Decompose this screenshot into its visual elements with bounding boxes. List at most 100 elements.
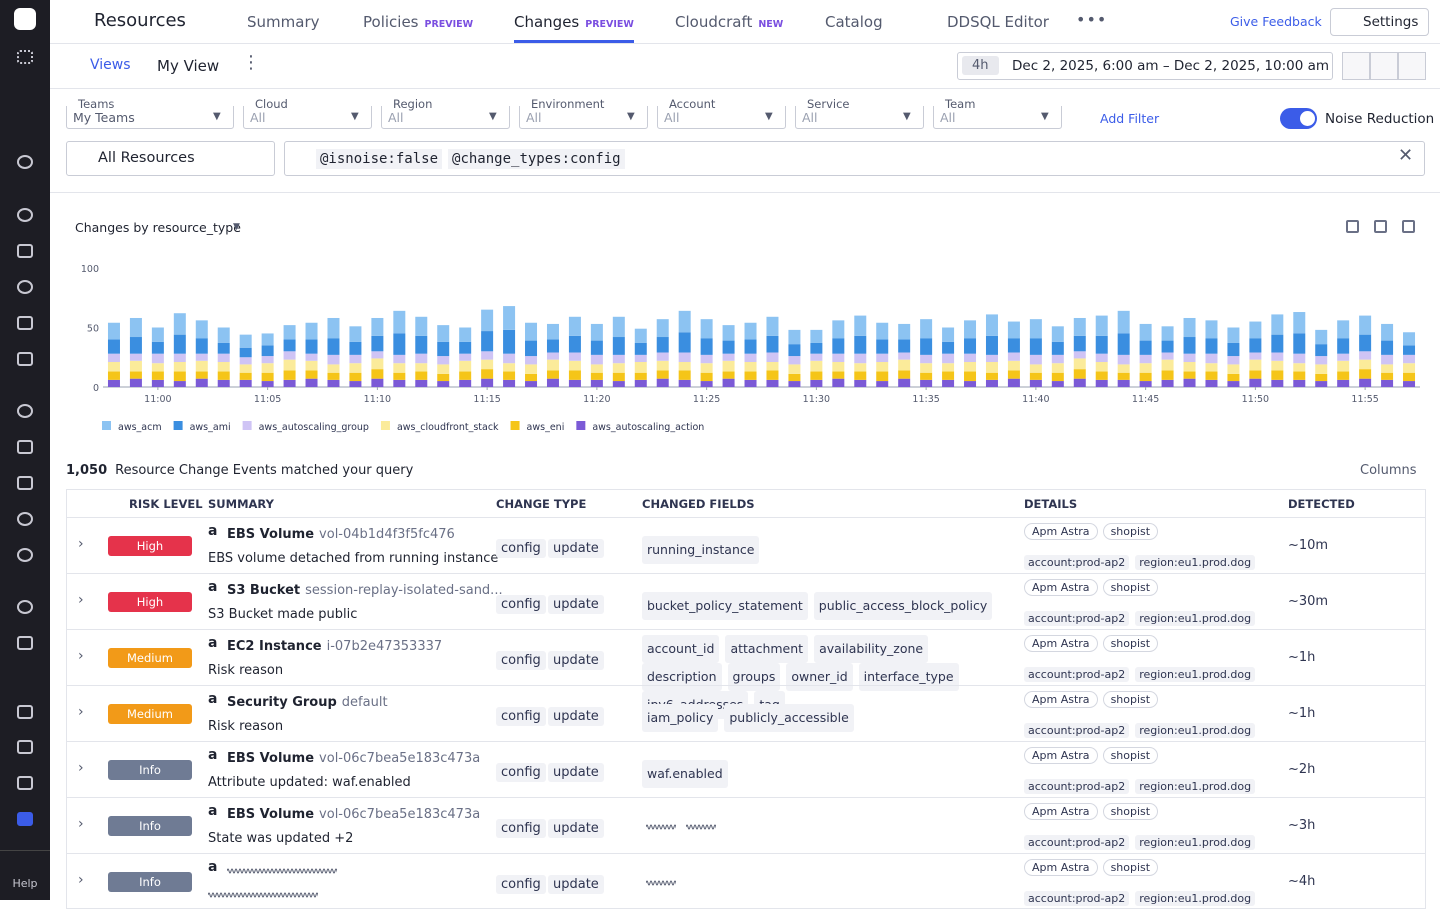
bar-segment[interactable] <box>985 335 998 355</box>
bar-segment[interactable] <box>503 306 516 330</box>
bar-segment[interactable] <box>964 353 977 363</box>
bar-segment[interactable] <box>920 338 933 355</box>
bar-segment[interactable] <box>217 327 230 343</box>
bar-segment[interactable] <box>678 362 691 371</box>
logo[interactable] <box>14 8 36 30</box>
bar-segment[interactable] <box>656 319 669 338</box>
bar-segment[interactable] <box>1227 327 1240 343</box>
table-row[interactable]: › High a EBS Volume vol-04b1d4f3f5fc476 EBS v… <box>66 517 1426 573</box>
bar-segment[interactable] <box>722 325 735 341</box>
bar-segment[interactable] <box>261 381 274 387</box>
bar-segment[interactable] <box>239 347 252 358</box>
bar-segment[interactable] <box>1359 369 1372 379</box>
bar-segment[interactable] <box>634 362 647 373</box>
meta-tag[interactable]: account:prod-ap2 <box>1024 891 1130 906</box>
bar-segment[interactable] <box>217 353 230 363</box>
tag-pill[interactable]: Apm Astra <box>1024 691 1098 708</box>
bar-segment[interactable] <box>700 338 713 355</box>
bar-segment[interactable] <box>810 371 823 380</box>
bar-segment[interactable] <box>744 339 757 354</box>
bar-segment[interactable] <box>854 371 867 380</box>
bar-segment[interactable] <box>1073 317 1086 336</box>
bar-segment[interactable] <box>107 371 120 380</box>
bar-segment[interactable] <box>612 372 625 382</box>
bar-segment[interactable] <box>634 372 647 380</box>
bar-segment[interactable] <box>107 353 120 363</box>
bar-segment[interactable] <box>107 379 120 387</box>
bar-segment[interactable] <box>1359 351 1372 360</box>
expand-icon[interactable] <box>1346 220 1359 233</box>
tag-pill[interactable]: shopist <box>1102 691 1159 708</box>
bar-segment[interactable] <box>788 344 801 357</box>
more-menu[interactable]: ••• <box>1076 10 1108 29</box>
bar-segment[interactable] <box>393 310 406 334</box>
forward-button[interactable] <box>1398 52 1426 80</box>
time-picker[interactable]: 4h Dec 2, 2025, 6:00 am – Dec 2, 2025, 10… <box>957 52 1333 80</box>
nav-tab[interactable]: DDSQL Editor <box>947 13 1049 31</box>
bar-segment[interactable] <box>1007 321 1020 339</box>
bar-segment[interactable] <box>327 379 340 387</box>
bar-segment[interactable] <box>525 381 538 387</box>
bar-segment[interactable] <box>349 326 362 342</box>
bar-segment[interactable] <box>854 353 867 364</box>
bar-segment[interactable] <box>744 353 757 363</box>
bar-segment[interactable] <box>459 360 472 372</box>
brand[interactable]: Resources <box>94 10 186 31</box>
bar-segment[interactable] <box>503 329 516 354</box>
bar-segment[interactable] <box>525 373 538 382</box>
bar-segment[interactable] <box>898 323 911 340</box>
bar-segment[interactable] <box>129 378 142 387</box>
bar-segment[interactable] <box>371 358 384 370</box>
bar-segment[interactable] <box>327 317 340 339</box>
bar-segment[interactable] <box>1117 333 1130 355</box>
help[interactable]: Help <box>0 850 50 890</box>
bar-segment[interactable] <box>832 378 845 387</box>
bar-segment[interactable] <box>568 379 581 387</box>
nav-icon[interactable] <box>17 600 33 614</box>
bar-segment[interactable] <box>371 317 384 336</box>
bar-segment[interactable] <box>173 334 186 354</box>
bar-segment[interactable] <box>1029 354 1042 365</box>
bar-segment[interactable] <box>766 379 779 387</box>
bar-segment[interactable] <box>1205 371 1218 380</box>
bar-segment[interactable] <box>546 370 559 379</box>
expand-row[interactable]: › <box>78 872 84 888</box>
bar-segment[interactable] <box>1271 370 1284 380</box>
bar-segment[interactable] <box>612 363 625 373</box>
bar-segment[interactable] <box>1249 338 1262 353</box>
bar-segment[interactable] <box>546 339 559 353</box>
bar-segment[interactable] <box>1029 379 1042 387</box>
bar-segment[interactable] <box>1403 372 1416 382</box>
bar-segment[interactable] <box>195 371 208 379</box>
bar-segment[interactable] <box>678 310 691 333</box>
bar-segment[interactable] <box>1271 314 1284 335</box>
meta-tag[interactable]: account:prod-ap2 <box>1024 779 1130 794</box>
bar-segment[interactable] <box>1403 345 1416 355</box>
chart-title[interactable]: Changes by resource_type <box>75 220 241 235</box>
bar-segment[interactable] <box>107 362 120 372</box>
bar-segment[interactable] <box>590 340 603 355</box>
legend-label[interactable]: aws_autoscaling_action <box>592 422 704 433</box>
filter-select[interactable]: All ▼ <box>933 106 1062 129</box>
bar-segment[interactable] <box>876 322 889 340</box>
bar-segment[interactable] <box>744 362 757 372</box>
bar-segment[interactable] <box>810 342 823 354</box>
bar-segment[interactable] <box>568 370 581 380</box>
bar-segment[interactable] <box>788 381 801 387</box>
bar-segment[interactable] <box>964 371 977 382</box>
bar-segment[interactable] <box>1095 362 1108 372</box>
bar-segment[interactable] <box>898 370 911 379</box>
bar-segment[interactable] <box>832 362 845 372</box>
bar-segment[interactable] <box>151 363 164 372</box>
export-icon[interactable] <box>1374 220 1387 233</box>
bar-segment[interactable] <box>656 360 669 371</box>
bar-segment[interactable] <box>239 364 252 373</box>
bar-segment[interactable] <box>1337 360 1350 372</box>
bar-segment[interactable] <box>129 337 142 354</box>
bar-segment[interactable] <box>1139 323 1152 341</box>
column-header[interactable]: RISK LEVEL <box>129 497 203 511</box>
bar-segment[interactable] <box>920 363 933 373</box>
feedback-link[interactable]: Give Feedback <box>1230 14 1322 29</box>
bar-segment[interactable] <box>1073 358 1086 370</box>
bar-segment[interactable] <box>1095 353 1108 363</box>
